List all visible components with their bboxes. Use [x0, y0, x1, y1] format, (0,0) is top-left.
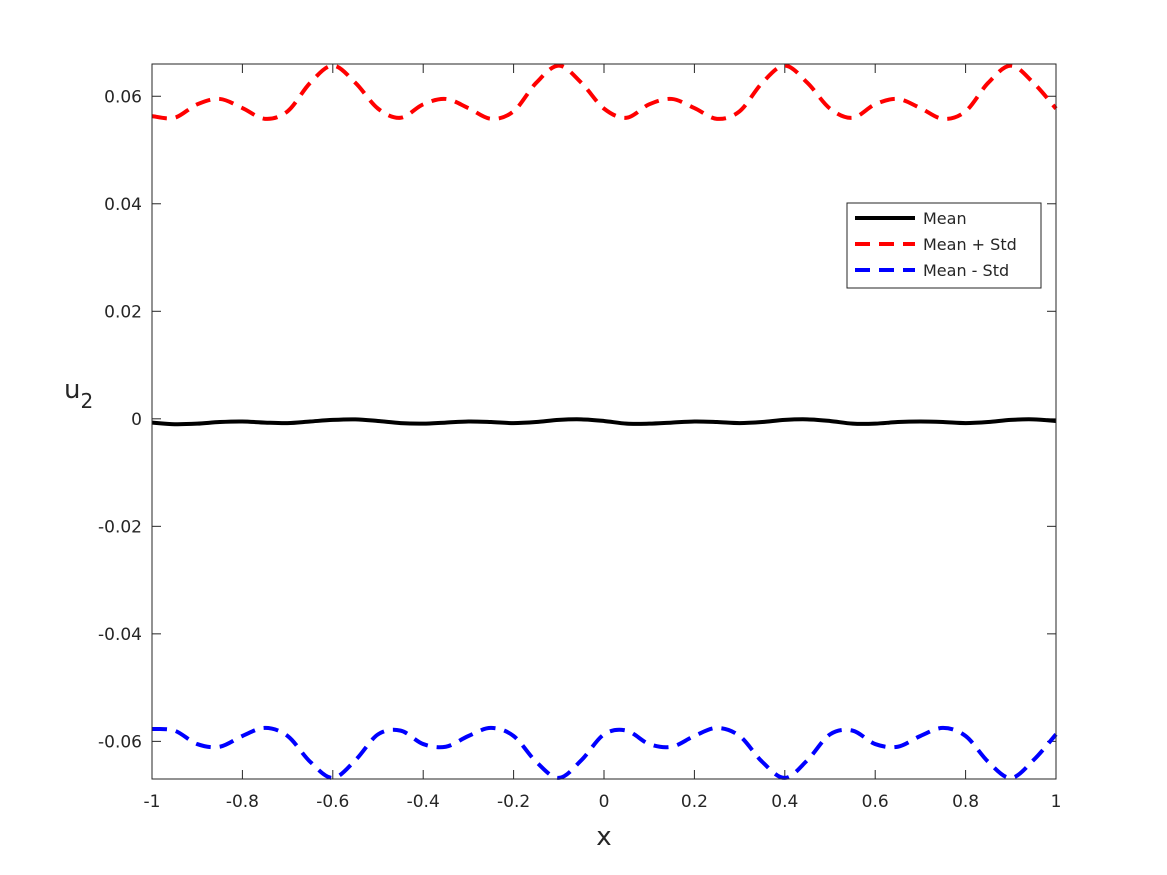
y-axis: -0.06 -0.04 -0.02 0 0.02 0.04 0.06: [98, 87, 1056, 752]
y-tick-label: 0.02: [104, 302, 142, 322]
x-tick-label: -0.4: [407, 792, 440, 812]
x-tick-label: 0.4: [771, 792, 798, 812]
x-axis: -1 -0.8 -0.6 -0.4 -0.2 0 0.2 0.4 0.6 0.8 1: [144, 64, 1062, 812]
y-tick-label: 0.04: [104, 195, 142, 215]
series-layer: [151, 63, 1058, 780]
x-tick-label: 0.6: [862, 792, 889, 812]
legend: Mean Mean + Std Mean - Std: [846, 202, 1042, 289]
series-line-mean-std: [151, 63, 1058, 121]
y-tick-label: -0.06: [98, 732, 142, 752]
legend-label-mean-std: Mean - Std: [923, 261, 1009, 280]
x-tick-label: 1: [1051, 792, 1062, 812]
y-axis-title-main: u: [64, 375, 80, 405]
legend-label-mean: Mean: [923, 209, 967, 228]
y-tick-label: -0.04: [98, 625, 142, 645]
x-tick-label: -0.2: [497, 792, 530, 812]
x-tick-label: -0.6: [316, 792, 349, 812]
y-axis-title-subscript: 2: [80, 389, 93, 413]
x-tick-label: 0: [599, 792, 610, 812]
legend-label-mean-std: Mean + Std: [923, 235, 1017, 254]
x-axis-title: x: [596, 822, 611, 852]
y-axis-title: u2: [64, 375, 93, 413]
y-tick-label: 0: [131, 410, 142, 430]
x-tick-label: 0.2: [681, 792, 708, 812]
x-tick-label: 0.8: [952, 792, 979, 812]
x-tick-label: -1: [144, 792, 161, 812]
axes-box: [151, 63, 1057, 780]
x-tick-label: -0.8: [226, 792, 259, 812]
series-line-mean: [151, 417, 1057, 427]
y-tick-label: 0.06: [104, 87, 142, 107]
y-tick-label: -0.02: [98, 517, 142, 537]
series-line-mean-std: [151, 725, 1058, 780]
